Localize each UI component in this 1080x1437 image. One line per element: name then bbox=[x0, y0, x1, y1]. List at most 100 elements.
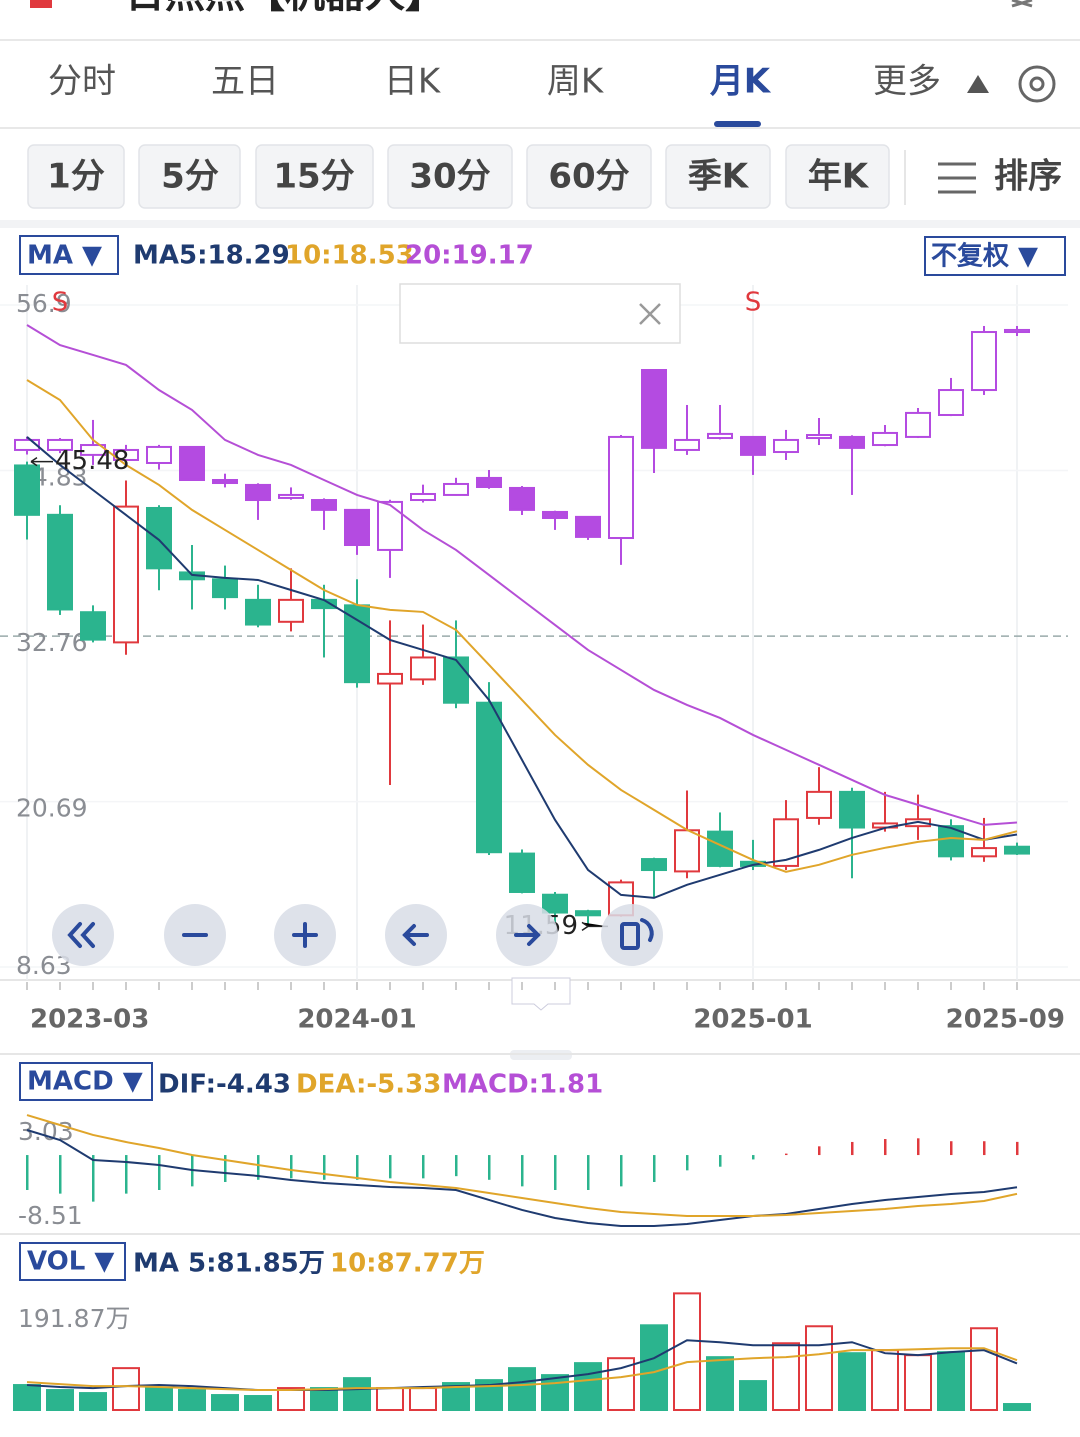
signal: S bbox=[52, 288, 69, 318]
indicator-button[interactable] bbox=[19, 1242, 126, 1281]
overlay-candle-body bbox=[773, 438, 799, 454]
period-button[interactable] bbox=[255, 144, 374, 209]
period-label: 季K bbox=[688, 157, 750, 197]
macd-bar bbox=[356, 1155, 359, 1180]
sort-label[interactable]: 排序 bbox=[994, 157, 1062, 197]
overlay-candle-body bbox=[245, 483, 271, 502]
macd-bar bbox=[950, 1141, 953, 1156]
x-tick-label: 2024-01 bbox=[297, 1005, 416, 1035]
overlay-candle-body bbox=[608, 435, 634, 540]
tab[interactable]: 周K bbox=[547, 62, 605, 102]
period-label: 5分 bbox=[161, 157, 219, 197]
period-button[interactable] bbox=[665, 144, 771, 209]
ma-legend: 10:18.53 bbox=[285, 241, 414, 271]
volume-bar bbox=[937, 1351, 965, 1411]
overlay-candle-body bbox=[179, 445, 205, 481]
volume-bar bbox=[706, 1356, 734, 1412]
adjust-button[interactable] bbox=[924, 236, 1066, 276]
period-label: 年K bbox=[808, 157, 870, 197]
candle-body bbox=[146, 506, 172, 570]
overlay-candle-body bbox=[542, 510, 568, 519]
macd-bar bbox=[92, 1155, 95, 1202]
macd-line bbox=[26, 1129, 1018, 1227]
tab[interactable]: 更多 bbox=[873, 62, 941, 102]
volume-bar bbox=[607, 1357, 635, 1412]
volume-bar bbox=[145, 1387, 173, 1412]
volume-bar bbox=[112, 1367, 140, 1412]
overlay-candle-body bbox=[509, 486, 535, 511]
separator bbox=[0, 220, 1080, 228]
overlay-candle-body bbox=[971, 331, 997, 392]
macd-bar bbox=[1016, 1141, 1019, 1156]
candle-body bbox=[938, 825, 964, 858]
y-tick-label: -8.51 bbox=[18, 1201, 83, 1230]
macd-bar bbox=[884, 1139, 887, 1156]
tab[interactable]: 五日 bbox=[211, 62, 279, 102]
signal: S bbox=[745, 288, 762, 318]
macd-bar bbox=[290, 1155, 293, 1179]
candle-body bbox=[839, 790, 865, 829]
volume-bar bbox=[46, 1389, 74, 1411]
indicator-button[interactable] bbox=[19, 235, 119, 275]
macd-bar bbox=[455, 1155, 458, 1177]
macd-legend: DIF:-4.43 bbox=[158, 1070, 291, 1100]
tab-active[interactable]: 月K bbox=[710, 62, 772, 102]
candle-body bbox=[641, 858, 667, 872]
logo bbox=[30, 0, 52, 8]
tab[interactable]: 日K bbox=[384, 62, 442, 102]
overlay-candle-body bbox=[344, 508, 370, 547]
period-button[interactable] bbox=[526, 144, 652, 209]
overlay-candle-body bbox=[377, 500, 403, 551]
macd-bar bbox=[983, 1141, 986, 1156]
tab[interactable]: 分时 bbox=[48, 62, 116, 102]
ma-line bbox=[26, 436, 1018, 899]
close-icon[interactable] bbox=[1011, 0, 1033, 8]
volume-bar bbox=[838, 1352, 866, 1411]
more-arrow[interactable] bbox=[967, 75, 989, 93]
volume-bar bbox=[871, 1349, 899, 1411]
overlay-candle-body bbox=[14, 438, 40, 451]
volume-bar bbox=[79, 1392, 107, 1411]
candle-body bbox=[245, 598, 271, 626]
macd-bar bbox=[257, 1155, 260, 1180]
high-label: 45.48 bbox=[55, 446, 129, 476]
macd-bar bbox=[521, 1155, 524, 1187]
overlay-candle-body bbox=[707, 432, 733, 440]
candle-body bbox=[80, 611, 106, 641]
volume-bar bbox=[508, 1367, 536, 1412]
overlay-candle-body bbox=[740, 435, 766, 456]
period-button[interactable] bbox=[138, 144, 241, 209]
y-tick-label: 32.76 bbox=[16, 628, 88, 657]
volume-bar bbox=[409, 1387, 437, 1412]
sort-icon[interactable] bbox=[938, 162, 976, 194]
overlay-candle-body bbox=[476, 476, 502, 488]
indicator-button[interactable] bbox=[19, 1062, 153, 1101]
period-button[interactable] bbox=[785, 144, 890, 209]
overlay-close[interactable] bbox=[639, 303, 661, 325]
volume-bar bbox=[211, 1394, 239, 1412]
period-label: 1分 bbox=[47, 157, 105, 197]
macd-bar bbox=[917, 1138, 920, 1156]
macd-bar bbox=[653, 1155, 656, 1182]
overlay-candle-body bbox=[641, 369, 667, 449]
x-tick-label: 2025-09 bbox=[946, 1005, 1065, 1035]
macd-bar bbox=[851, 1141, 854, 1156]
period-button[interactable] bbox=[387, 144, 513, 209]
settings-icon[interactable] bbox=[1018, 65, 1056, 103]
volume-legend: MA 5:81.85万 bbox=[133, 1249, 325, 1279]
scroll-handle[interactable] bbox=[511, 977, 571, 1011]
overlay-tag[interactable] bbox=[399, 283, 681, 344]
macd-bar bbox=[752, 1155, 755, 1160]
ma-line bbox=[26, 379, 1018, 873]
volume-bar bbox=[640, 1324, 668, 1412]
volume-bar bbox=[805, 1325, 833, 1411]
candle-body bbox=[14, 464, 40, 516]
overlay-candle-body bbox=[806, 434, 832, 440]
y-tick-label: 20.69 bbox=[16, 794, 88, 823]
macd-bar bbox=[422, 1155, 425, 1179]
nav-button[interactable] bbox=[601, 904, 663, 966]
adjust-label: 不复权 ▼ bbox=[931, 242, 1038, 272]
volume-ma-line bbox=[26, 1339, 1018, 1392]
macd-bar bbox=[719, 1155, 722, 1167]
period-button[interactable] bbox=[27, 144, 125, 209]
